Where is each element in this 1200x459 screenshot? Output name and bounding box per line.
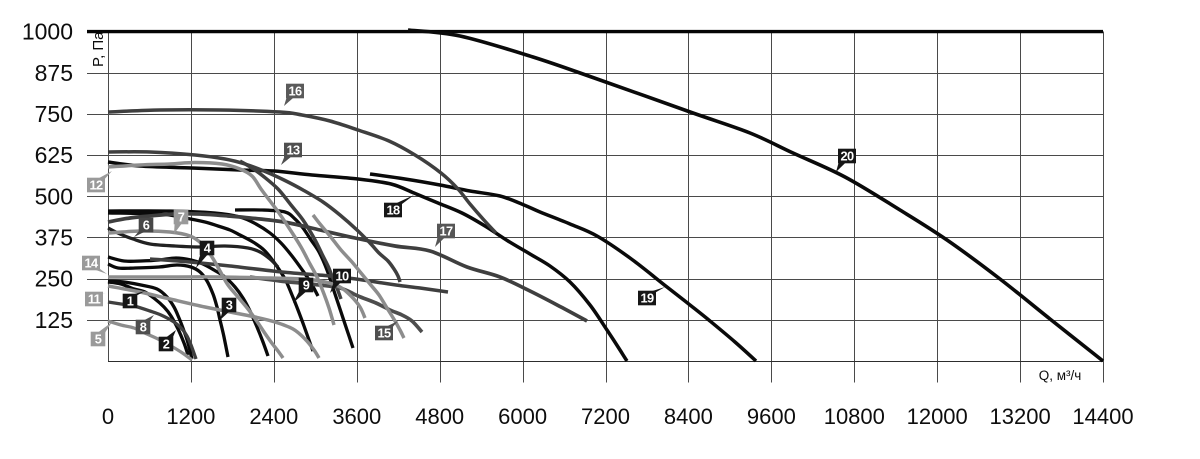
svg-text:2: 2: [163, 337, 170, 352]
svg-text:7200: 7200: [581, 404, 630, 429]
svg-text:0: 0: [102, 404, 114, 429]
svg-text:750: 750: [35, 101, 73, 127]
svg-text:6: 6: [143, 218, 150, 233]
svg-text:4: 4: [204, 241, 212, 256]
svg-text:13: 13: [286, 143, 300, 158]
svg-text:7: 7: [178, 210, 185, 225]
svg-text:P, Па: P, Па: [90, 31, 107, 67]
svg-text:18: 18: [386, 203, 400, 218]
svg-text:17: 17: [439, 224, 453, 239]
svg-text:10800: 10800: [824, 404, 885, 429]
svg-text:11: 11: [88, 292, 101, 307]
svg-text:Q, м³/ч: Q, м³/ч: [1039, 368, 1082, 383]
svg-text:10: 10: [335, 269, 349, 284]
svg-text:12000: 12000: [907, 404, 968, 429]
svg-text:12: 12: [89, 178, 103, 193]
svg-text:20: 20: [840, 149, 854, 164]
svg-text:14: 14: [84, 256, 99, 271]
svg-text:625: 625: [35, 142, 73, 168]
svg-text:375: 375: [35, 225, 73, 251]
svg-text:8: 8: [140, 320, 147, 335]
svg-text:1000: 1000: [22, 19, 73, 45]
svg-text:13200: 13200: [990, 404, 1051, 429]
svg-text:14400: 14400: [1072, 404, 1133, 429]
svg-text:1200: 1200: [166, 404, 215, 429]
svg-text:19: 19: [640, 291, 654, 306]
svg-text:9: 9: [303, 278, 310, 293]
svg-text:16: 16: [288, 84, 302, 99]
svg-text:125: 125: [35, 307, 73, 333]
svg-text:2400: 2400: [249, 404, 298, 429]
svg-text:3: 3: [226, 298, 233, 313]
svg-text:3600: 3600: [332, 404, 381, 429]
svg-text:875: 875: [35, 60, 73, 86]
svg-text:5: 5: [95, 332, 102, 347]
svg-text:15: 15: [377, 326, 391, 341]
svg-text:9600: 9600: [747, 404, 796, 429]
svg-text:500: 500: [35, 183, 73, 209]
svg-text:250: 250: [35, 266, 73, 292]
svg-text:6000: 6000: [498, 404, 547, 429]
svg-text:4800: 4800: [415, 404, 464, 429]
svg-text:8400: 8400: [664, 404, 713, 429]
svg-text:1: 1: [127, 294, 134, 309]
